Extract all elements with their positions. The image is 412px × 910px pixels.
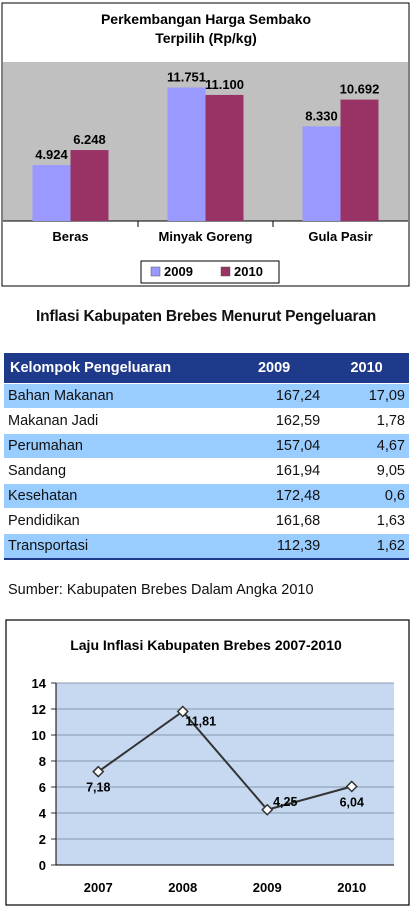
sembako-price-chart: Perkembangan Harga Sembako Terpilih (Rp/… <box>1 2 410 287</box>
value-cell: 157,04 <box>224 433 325 459</box>
table-row: Sandang 161,94 9,05 <box>4 458 409 484</box>
chart-title: Perkembangan Harga Sembako <box>101 11 311 27</box>
data-point-2009 <box>261 803 274 816</box>
bar-2009-minyak-goreng <box>167 87 206 222</box>
series-line-path <box>97 710 353 811</box>
bar-2009-beras <box>32 165 71 221</box>
value-cell: 167,24 <box>224 383 325 409</box>
table-row: Makanan Jadi 162,59 1,78 <box>4 408 409 434</box>
x-tick-label: 2008 <box>168 880 197 895</box>
category-labels: Beras Minyak Goreng Gula Pasir <box>52 229 372 244</box>
category-cell: Bahan Makanan <box>4 383 224 409</box>
x-tick-label: 2009 <box>253 880 282 895</box>
data-label: 11.100 <box>205 77 244 92</box>
value-cell: 17,09 <box>324 383 409 409</box>
x-tick-labels: 2007 2008 2009 2010 <box>84 880 366 895</box>
y-tick-label: 4 <box>39 806 47 821</box>
category-label: Beras <box>52 229 88 244</box>
gridlines <box>51 682 394 866</box>
table-row: Kesehatan 172,48 0,6 <box>4 483 409 509</box>
value-cell: 4,67 <box>324 433 409 459</box>
category-cell: Perumahan <box>4 433 224 459</box>
category-cell: Makanan Jadi <box>4 408 224 434</box>
data-point-2008 <box>176 705 189 718</box>
value-cell: 1,63 <box>324 508 409 534</box>
source-note: Sumber: Kabupaten Brebes Dalam Angka 201… <box>8 582 314 598</box>
data-point-2007 <box>92 765 105 778</box>
x-tick-label: 2007 <box>84 880 113 895</box>
table-title: Inflasi Kabupaten Brebes Menurut Pengelu… <box>35 308 377 325</box>
data-label: 4.924 <box>35 147 68 162</box>
y-tick-label: 10 <box>32 728 46 743</box>
bar-2010-beras <box>70 150 109 221</box>
chart-title: Laju Inflasi Kabupaten Brebes 2007-2010 <box>70 637 342 653</box>
inflation-rate-chart: Laju Inflasi Kabupaten Brebes 2007-2010 … <box>5 619 410 906</box>
category-label: Minyak Goreng <box>159 229 253 244</box>
data-label: 4,25 <box>273 795 297 809</box>
legend-label-2009: 2009 <box>164 264 193 279</box>
value-cell: 9,05 <box>324 458 409 484</box>
data-label: 11,81 <box>185 714 216 728</box>
inflation-table: Kelompok Pengeluaran 2009 2010 Bahan Mak… <box>4 353 409 560</box>
table-row: Transportasi 112,39 1,62 <box>4 533 409 560</box>
legend: 2009 2010 <box>140 260 280 284</box>
category-cell: Transportasi <box>4 533 224 560</box>
bar-2010-gula-pasir <box>340 99 379 221</box>
value-cell: 112,39 <box>224 533 325 560</box>
table-row: Perumahan 157,04 4,67 <box>4 433 409 459</box>
data-label: 8.330 <box>305 108 338 123</box>
value-cell: 1,62 <box>324 533 409 560</box>
category-label: Gula Pasir <box>308 229 372 244</box>
data-point-2010 <box>345 780 358 793</box>
y-tick-label: 14 <box>32 676 47 691</box>
y-tick-label: 12 <box>32 702 46 717</box>
y-tick-label: 6 <box>39 780 46 795</box>
data-label: 11.751 <box>167 70 206 85</box>
y-tick-label: 0 <box>39 858 46 873</box>
column-header: Kelompok Pengeluaran <box>4 353 224 384</box>
category-cell: Kesehatan <box>4 483 224 509</box>
legend-box <box>140 260 280 284</box>
table-row: Pendidikan 161,68 1,63 <box>4 508 409 534</box>
y-tick-labels: 0 2 4 6 8 10 12 14 <box>32 676 47 873</box>
value-cell: 1,78 <box>324 408 409 434</box>
chart-subtitle: Terpilih (Rp/kg) <box>155 30 257 46</box>
data-label: 10.692 <box>340 82 380 97</box>
value-cell: 172,48 <box>224 483 325 509</box>
bar-2009-gula-pasir <box>302 126 341 221</box>
y-tick-label: 8 <box>39 754 46 769</box>
table-row: Bahan Makanan 167,24 17,09 <box>4 383 409 409</box>
value-cell: 0,6 <box>324 483 409 509</box>
plot-area <box>56 683 394 865</box>
value-cell: 162,59 <box>224 408 325 434</box>
data-label: 6.248 <box>73 132 106 147</box>
legend-label-2010: 2010 <box>234 264 263 279</box>
value-cell: 161,94 <box>224 458 325 484</box>
table-header-row: Kelompok Pengeluaran 2009 2010 <box>4 353 409 384</box>
value-cell: 161,68 <box>224 508 325 534</box>
bar-2010-minyak-goreng <box>205 94 244 221</box>
category-cell: Sandang <box>4 458 224 484</box>
data-label: 7,18 <box>86 781 110 795</box>
y-tick-label: 2 <box>39 832 46 847</box>
legend-swatch-2010 <box>220 266 231 277</box>
category-cell: Pendidikan <box>4 508 224 534</box>
legend-swatch-2009 <box>150 266 161 277</box>
column-header: 2009 <box>224 353 325 384</box>
column-header: 2010 <box>324 353 409 384</box>
data-label: 6,04 <box>340 795 364 809</box>
x-tick-label: 2010 <box>337 880 366 895</box>
series-line: 7,18 11,81 4,25 6,04 <box>86 705 364 816</box>
